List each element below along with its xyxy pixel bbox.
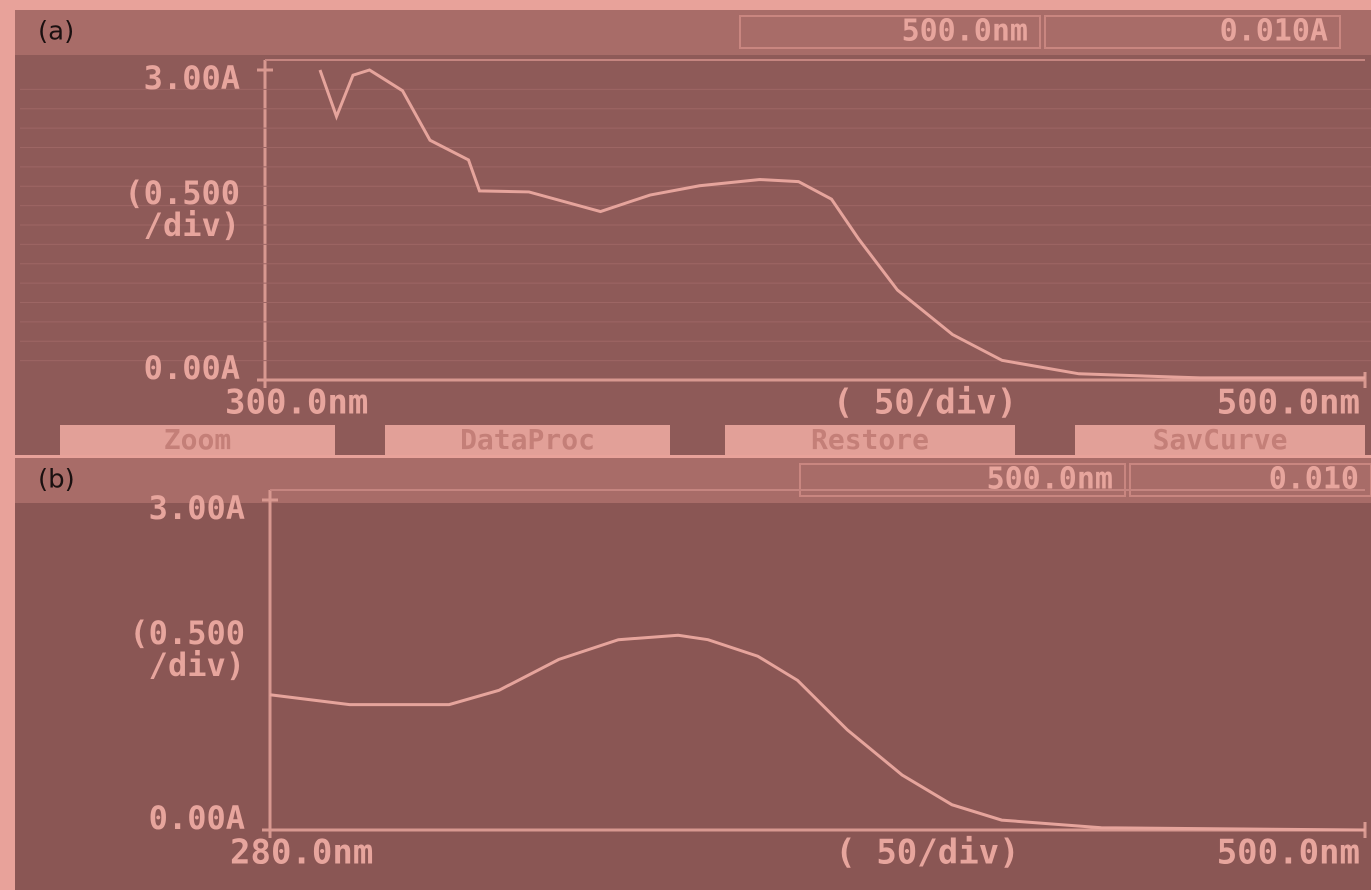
x-tick-label: 280.0nm <box>230 833 373 873</box>
x-scale-label: ( 50/div) <box>835 833 1019 873</box>
x-scale-label: ( 50/div) <box>833 383 1017 423</box>
y-tick-label: 3.00A <box>149 489 245 527</box>
button-label: Zoom <box>164 423 231 456</box>
y-tick-label: 0.00A <box>144 349 240 387</box>
panel-label: (b) <box>38 465 75 495</box>
button-label: Restore <box>811 423 929 456</box>
screenshot: (a)500.0nm0.010A0.00A3.00A(0.500/div)300… <box>0 0 1371 890</box>
x-tick-label: 300.0nm <box>225 383 368 423</box>
y-scale-label: /div) <box>149 646 245 684</box>
x-tick-label: 500.0nm <box>1217 833 1360 873</box>
panel-label: (a) <box>38 17 74 47</box>
reading: 500.0nm <box>987 462 1113 497</box>
x-tick-label: 500.0nm <box>1217 383 1360 423</box>
y-tick-label: 3.00A <box>144 59 240 97</box>
reading: 500.0nm <box>902 14 1028 49</box>
button-label: SavCurve <box>1153 423 1288 456</box>
reading: 0.010 <box>1269 462 1359 497</box>
y-tick-label: 0.00A <box>149 799 245 837</box>
reading: 0.010A <box>1220 14 1328 49</box>
button-label: DataProc <box>460 423 595 456</box>
y-scale-label: /div) <box>144 206 240 244</box>
